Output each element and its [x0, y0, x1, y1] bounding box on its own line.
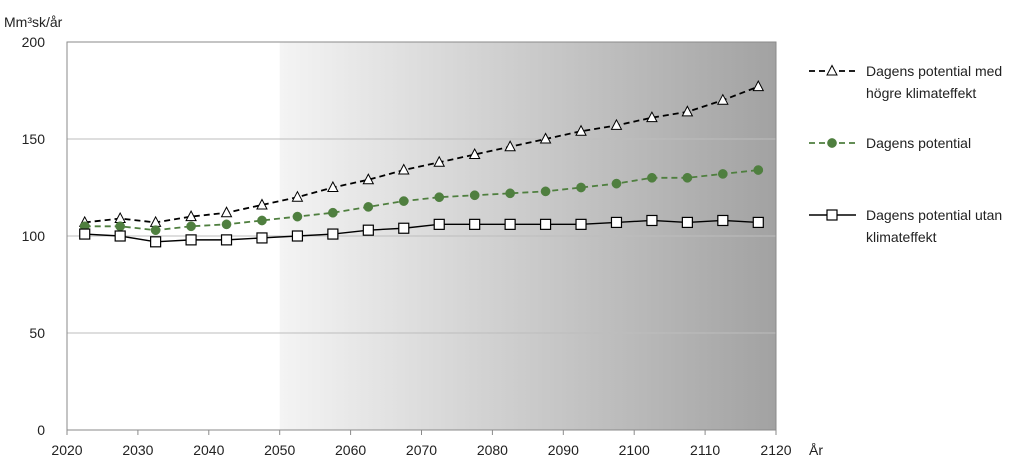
legend-label: högre klimateffekt	[866, 85, 976, 101]
data-point	[114, 230, 126, 242]
axes: 0 50 100 150 200 2020 2030 2040 2050 2060 2070 2080…	[22, 34, 792, 458]
data-point	[291, 190, 304, 202]
data-point	[682, 172, 693, 183]
x-tick-label: 2020	[51, 442, 82, 458]
series-2	[79, 214, 764, 248]
legend-label: Dagens potential utan	[866, 207, 1002, 223]
series-line	[84, 169, 759, 232]
legend-marker	[826, 64, 838, 76]
series-0	[78, 80, 765, 227]
data-point	[647, 172, 657, 183]
data-point	[327, 228, 339, 240]
data-point	[256, 232, 268, 244]
data-point	[362, 224, 374, 236]
data-point	[539, 218, 552, 230]
x-tick-label: 2060	[335, 442, 366, 458]
data-point	[433, 155, 446, 167]
x-tick-label: 2120	[760, 442, 791, 458]
y-axis-label: Mm³sk/år	[4, 14, 63, 30]
legend-label: klimateffekt	[866, 229, 937, 245]
series-line	[84, 85, 759, 224]
data-point	[575, 218, 587, 230]
data-point	[185, 234, 197, 246]
data-point	[257, 215, 267, 226]
x-tick-label: 2040	[193, 442, 224, 458]
data-point	[292, 211, 303, 222]
data-point	[150, 225, 161, 236]
x-tick-label: 2080	[477, 442, 508, 458]
data-point	[220, 206, 233, 218]
legend-marker	[827, 138, 837, 148]
data-point	[79, 228, 91, 240]
data-point	[221, 219, 232, 230]
data-point	[716, 93, 729, 105]
data-point	[398, 222, 410, 234]
y-tick-label: 200	[22, 34, 46, 50]
data-point	[717, 169, 728, 179]
series-line	[84, 219, 759, 243]
data-point	[646, 214, 658, 227]
data-point	[752, 80, 765, 92]
x-tick-label: 2050	[264, 442, 295, 458]
data-point	[397, 163, 410, 175]
data-point	[220, 234, 233, 246]
legend-label: Dagens potential med	[866, 63, 1002, 79]
data-point	[186, 221, 196, 232]
y-tick-label: 100	[22, 228, 46, 244]
x-tick-label: 2090	[548, 442, 579, 458]
y-tick-label: 50	[29, 325, 45, 341]
gridlines	[67, 138, 776, 334]
data-point	[256, 198, 268, 210]
data-point	[505, 188, 515, 199]
data-point	[504, 140, 516, 152]
data-point	[681, 216, 693, 229]
data-point	[363, 202, 374, 212]
data-point	[434, 192, 445, 203]
x-tick-label: 2100	[619, 442, 650, 458]
data-point	[115, 221, 126, 232]
data-point	[610, 118, 623, 130]
data-point	[328, 207, 338, 218]
legend-item-0: Dagens potential med högre klimateffekt	[809, 63, 1002, 101]
data-point	[610, 216, 623, 229]
series-1	[79, 165, 764, 236]
x-tick-label: 2070	[406, 442, 437, 458]
y-tick-label: 0	[37, 422, 45, 438]
data-point	[327, 180, 339, 192]
data-point	[575, 124, 587, 136]
y-tick-label: 150	[22, 131, 46, 147]
data-point	[433, 218, 445, 230]
x-tick-label: 2030	[122, 442, 153, 458]
series-layer	[78, 80, 765, 248]
data-point	[469, 218, 481, 230]
x-tick-label: 2110	[690, 442, 720, 458]
legend-item-2: Dagens potential utan klimateffekt	[809, 207, 1002, 245]
data-point	[291, 230, 304, 242]
legend-marker	[826, 209, 838, 221]
data-point	[468, 147, 481, 160]
data-point	[398, 196, 409, 206]
data-point	[752, 216, 764, 229]
data-point	[611, 178, 622, 189]
data-point	[469, 190, 480, 201]
data-point	[717, 214, 729, 227]
data-point	[539, 132, 552, 144]
data-point	[646, 111, 658, 123]
data-point	[576, 182, 586, 193]
data-point	[504, 218, 516, 230]
data-point	[540, 186, 551, 197]
legend-item-1: Dagens potential	[809, 135, 971, 151]
data-point	[150, 236, 162, 248]
data-point	[185, 210, 197, 222]
x-axis-label: År	[809, 442, 823, 458]
data-point	[753, 165, 764, 175]
data-point	[362, 173, 375, 185]
legend-label: Dagens potential	[866, 135, 971, 151]
data-point	[681, 105, 694, 117]
